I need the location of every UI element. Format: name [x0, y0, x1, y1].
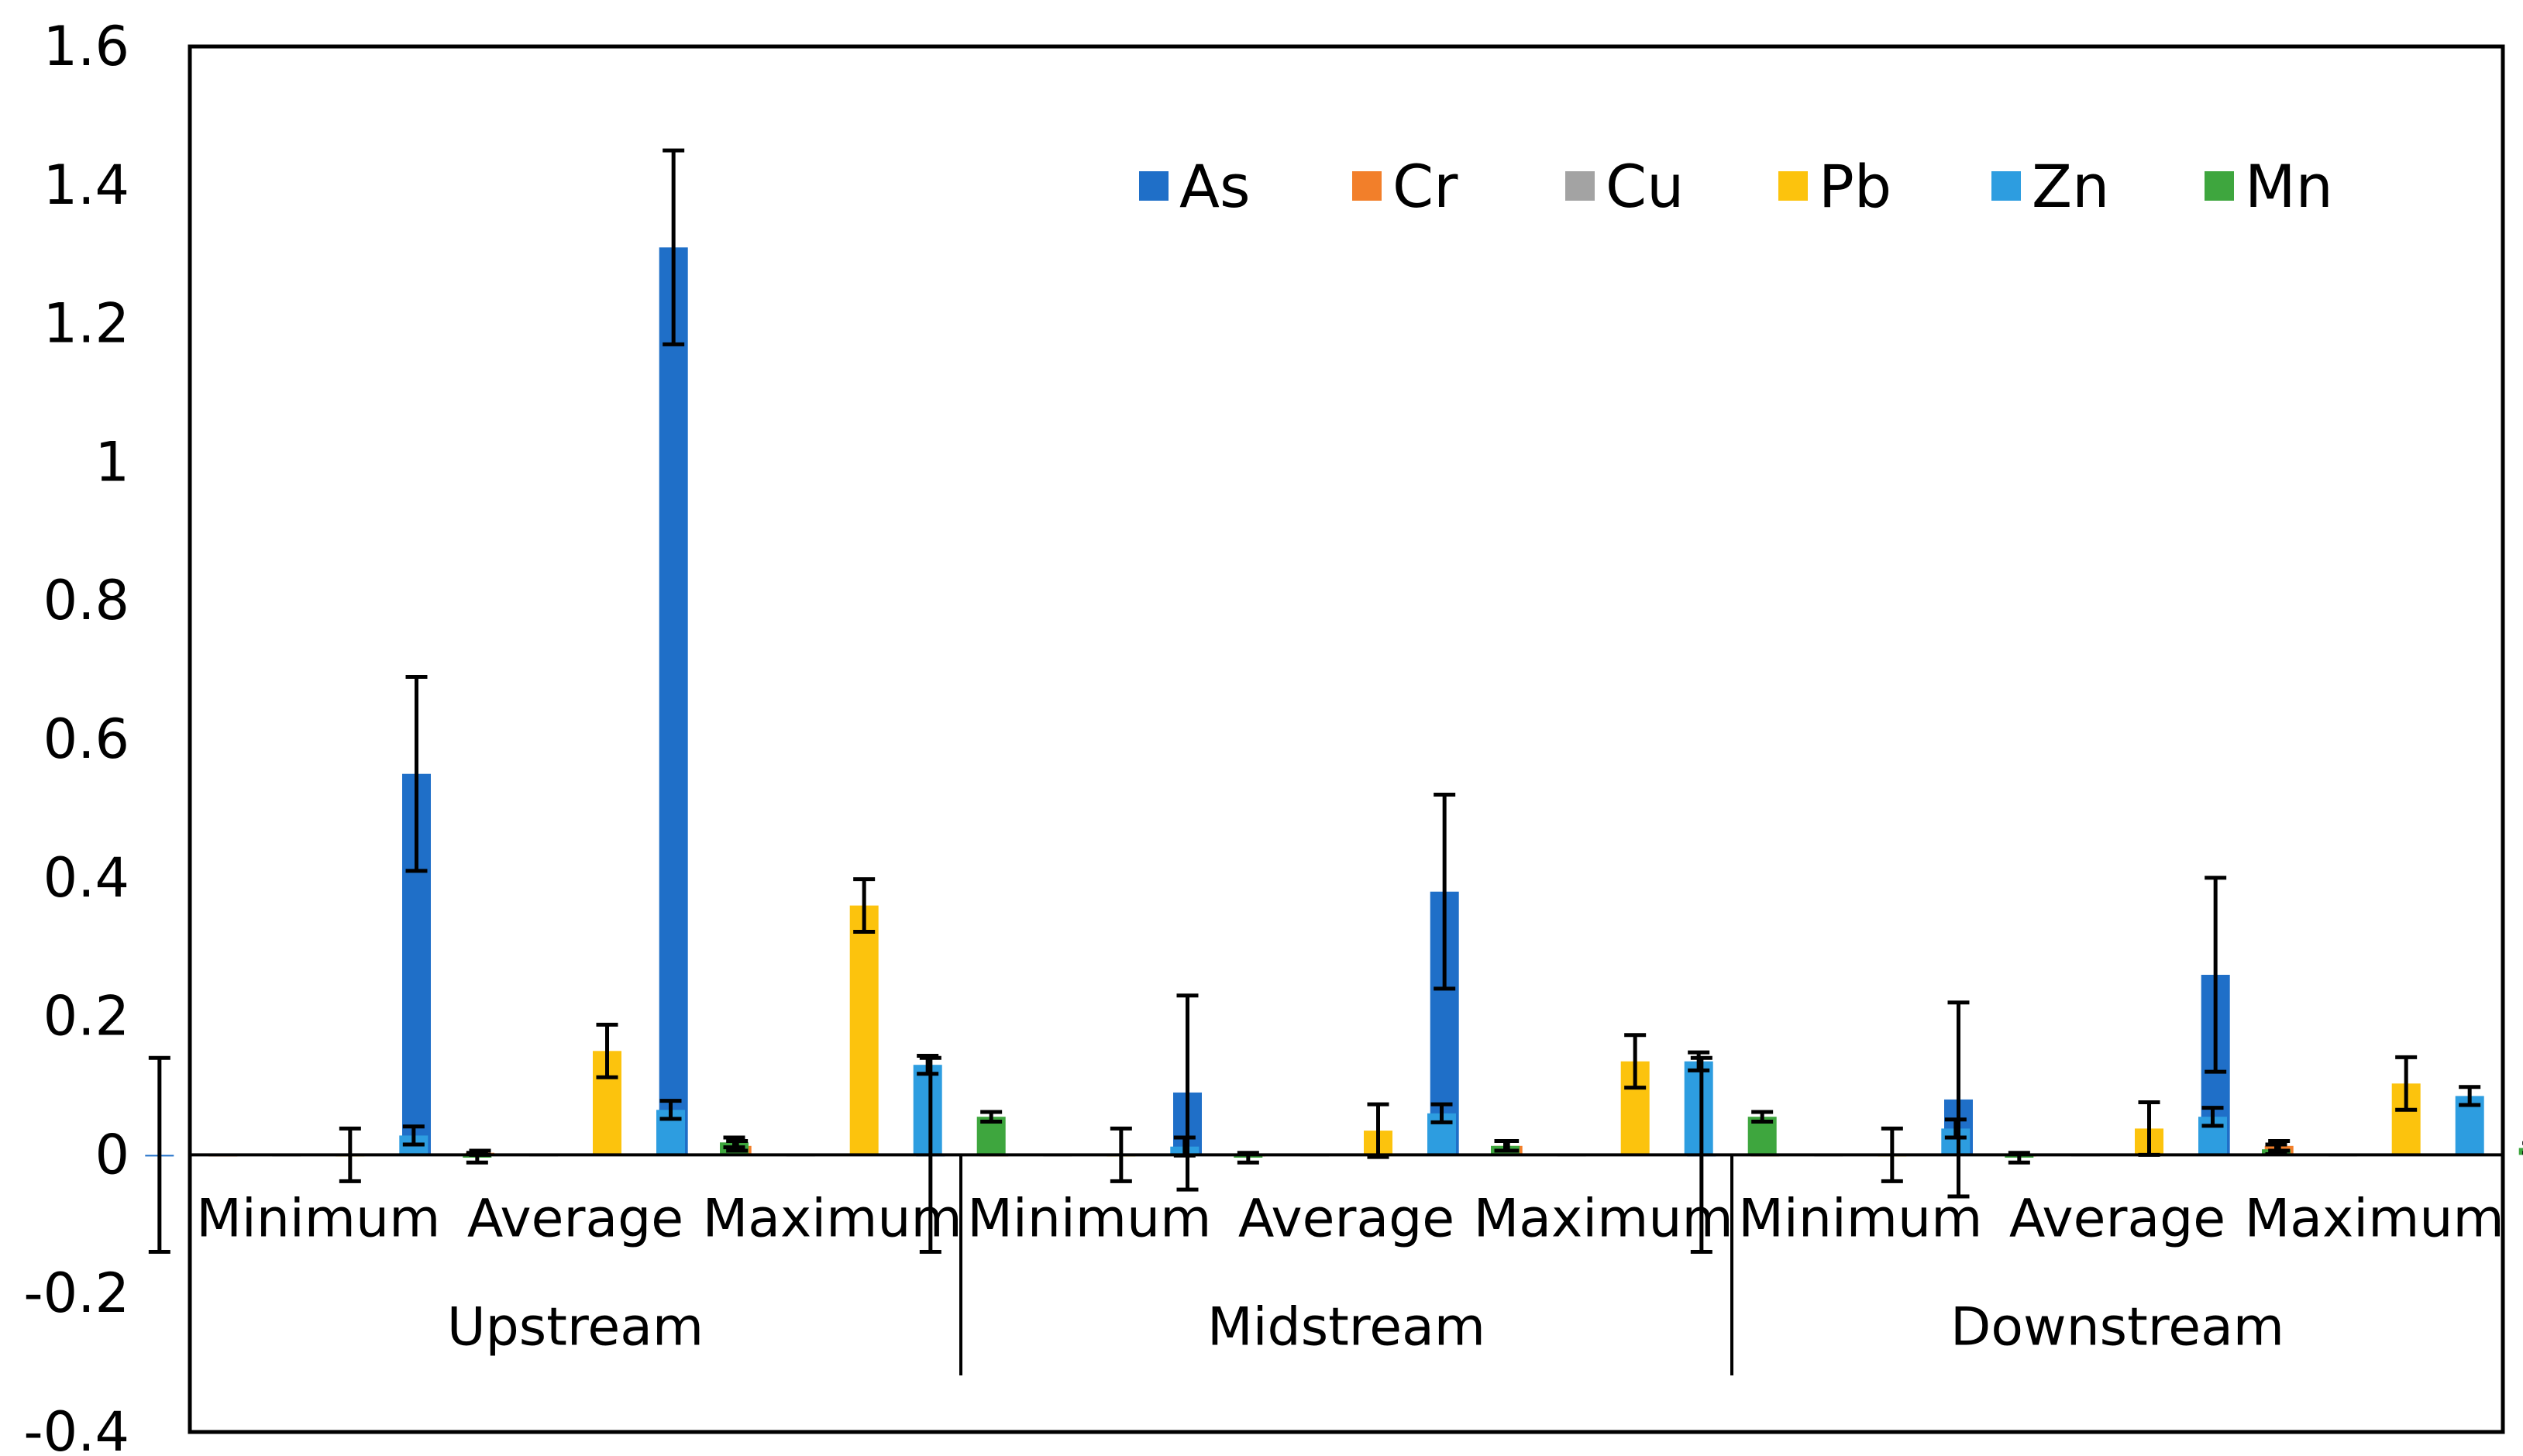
- legend: As Cr Cu Pb Zn Mn: [1139, 152, 2333, 221]
- y-tick-label: -0.2: [23, 1262, 129, 1325]
- category-label-average: Average: [1238, 1188, 1454, 1249]
- bar-pb-2: [849, 905, 879, 1155]
- bar-mn-8: [2518, 1148, 2523, 1155]
- category-label-average: Average: [467, 1188, 683, 1249]
- plot-frame: [188, 44, 2505, 1434]
- legend-label-cr: Cr: [1392, 152, 1458, 221]
- bar-zn-5: [1684, 1061, 1713, 1155]
- y-tick-label: 0.6: [43, 707, 129, 771]
- legend-label-as: As: [1179, 152, 1251, 221]
- category-label-minimum: Minimum: [196, 1188, 440, 1249]
- legend-label-mn: Mn: [2245, 152, 2333, 221]
- legend-label-pb: Pb: [1819, 152, 1891, 221]
- y-tick-label: 1: [95, 430, 129, 494]
- y-tick-label: 0.4: [43, 846, 129, 910]
- labels-layer: -0.4 -0.2 0 0.2 0.4 0.6 0.8 1 1.2 1.4 1.6 Minimum Av…: [23, 15, 2504, 1456]
- legend-label-cu: Cu: [1606, 152, 1684, 221]
- category-label-maximum: Maximum: [1474, 1188, 1733, 1249]
- y-tick-label: -0.4: [23, 1400, 129, 1456]
- category-label-minimum: Minimum: [967, 1188, 1211, 1249]
- y-tick-label: 1.2: [43, 292, 129, 356]
- y-tick-label: 0.8: [43, 569, 129, 632]
- y-tick-label: 1.6: [43, 15, 129, 78]
- legend-label-zn: Zn: [2032, 152, 2109, 221]
- category-label-minimum: Minimum: [1738, 1188, 1982, 1249]
- legend-swatch-cr: [1352, 171, 1382, 201]
- group-label-downstream: Downstream: [1950, 1296, 2284, 1358]
- legend-swatch-pb: [1778, 171, 1808, 201]
- legend-swatch-zn: [1991, 171, 2021, 201]
- legend-swatch-as: [1139, 171, 1169, 201]
- group-label-upstream: Upstream: [447, 1296, 704, 1358]
- group-label-midstream: Midstream: [1207, 1296, 1485, 1358]
- category-label-maximum: Maximum: [703, 1188, 962, 1249]
- bar-as-2: [659, 247, 688, 1155]
- bar-zn-2: [913, 1065, 942, 1155]
- legend-swatch-mn: [2205, 171, 2234, 201]
- axes-layer: [188, 44, 2505, 1434]
- category-label-maximum: Maximum: [2245, 1188, 2504, 1249]
- y-tick-label: 0: [95, 1123, 129, 1186]
- category-label-average: Average: [2009, 1188, 2225, 1249]
- y-tick-label: 1.4: [43, 153, 129, 217]
- legend-swatch-cu: [1565, 171, 1595, 201]
- y-tick-label: 0.2: [43, 985, 129, 1048]
